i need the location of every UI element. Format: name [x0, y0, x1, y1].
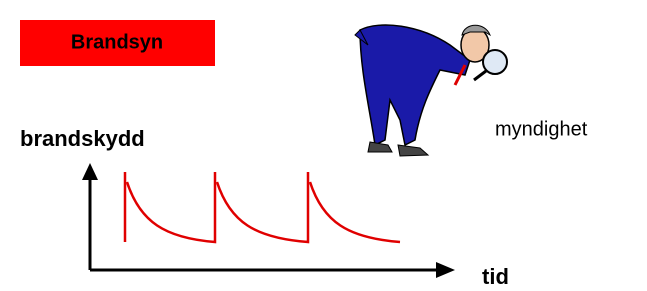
- actor-label: myndighet: [495, 118, 588, 140]
- inspector-figure: [355, 25, 507, 156]
- x-axis-label: tid: [482, 264, 509, 289]
- y-axis-label: brandskydd: [20, 126, 145, 151]
- protection-curve: [125, 172, 400, 242]
- title: Brandsyn: [71, 31, 163, 53]
- axes: [82, 163, 455, 278]
- slide: Brandsyn brandskydd tid myndighet: [0, 0, 647, 291]
